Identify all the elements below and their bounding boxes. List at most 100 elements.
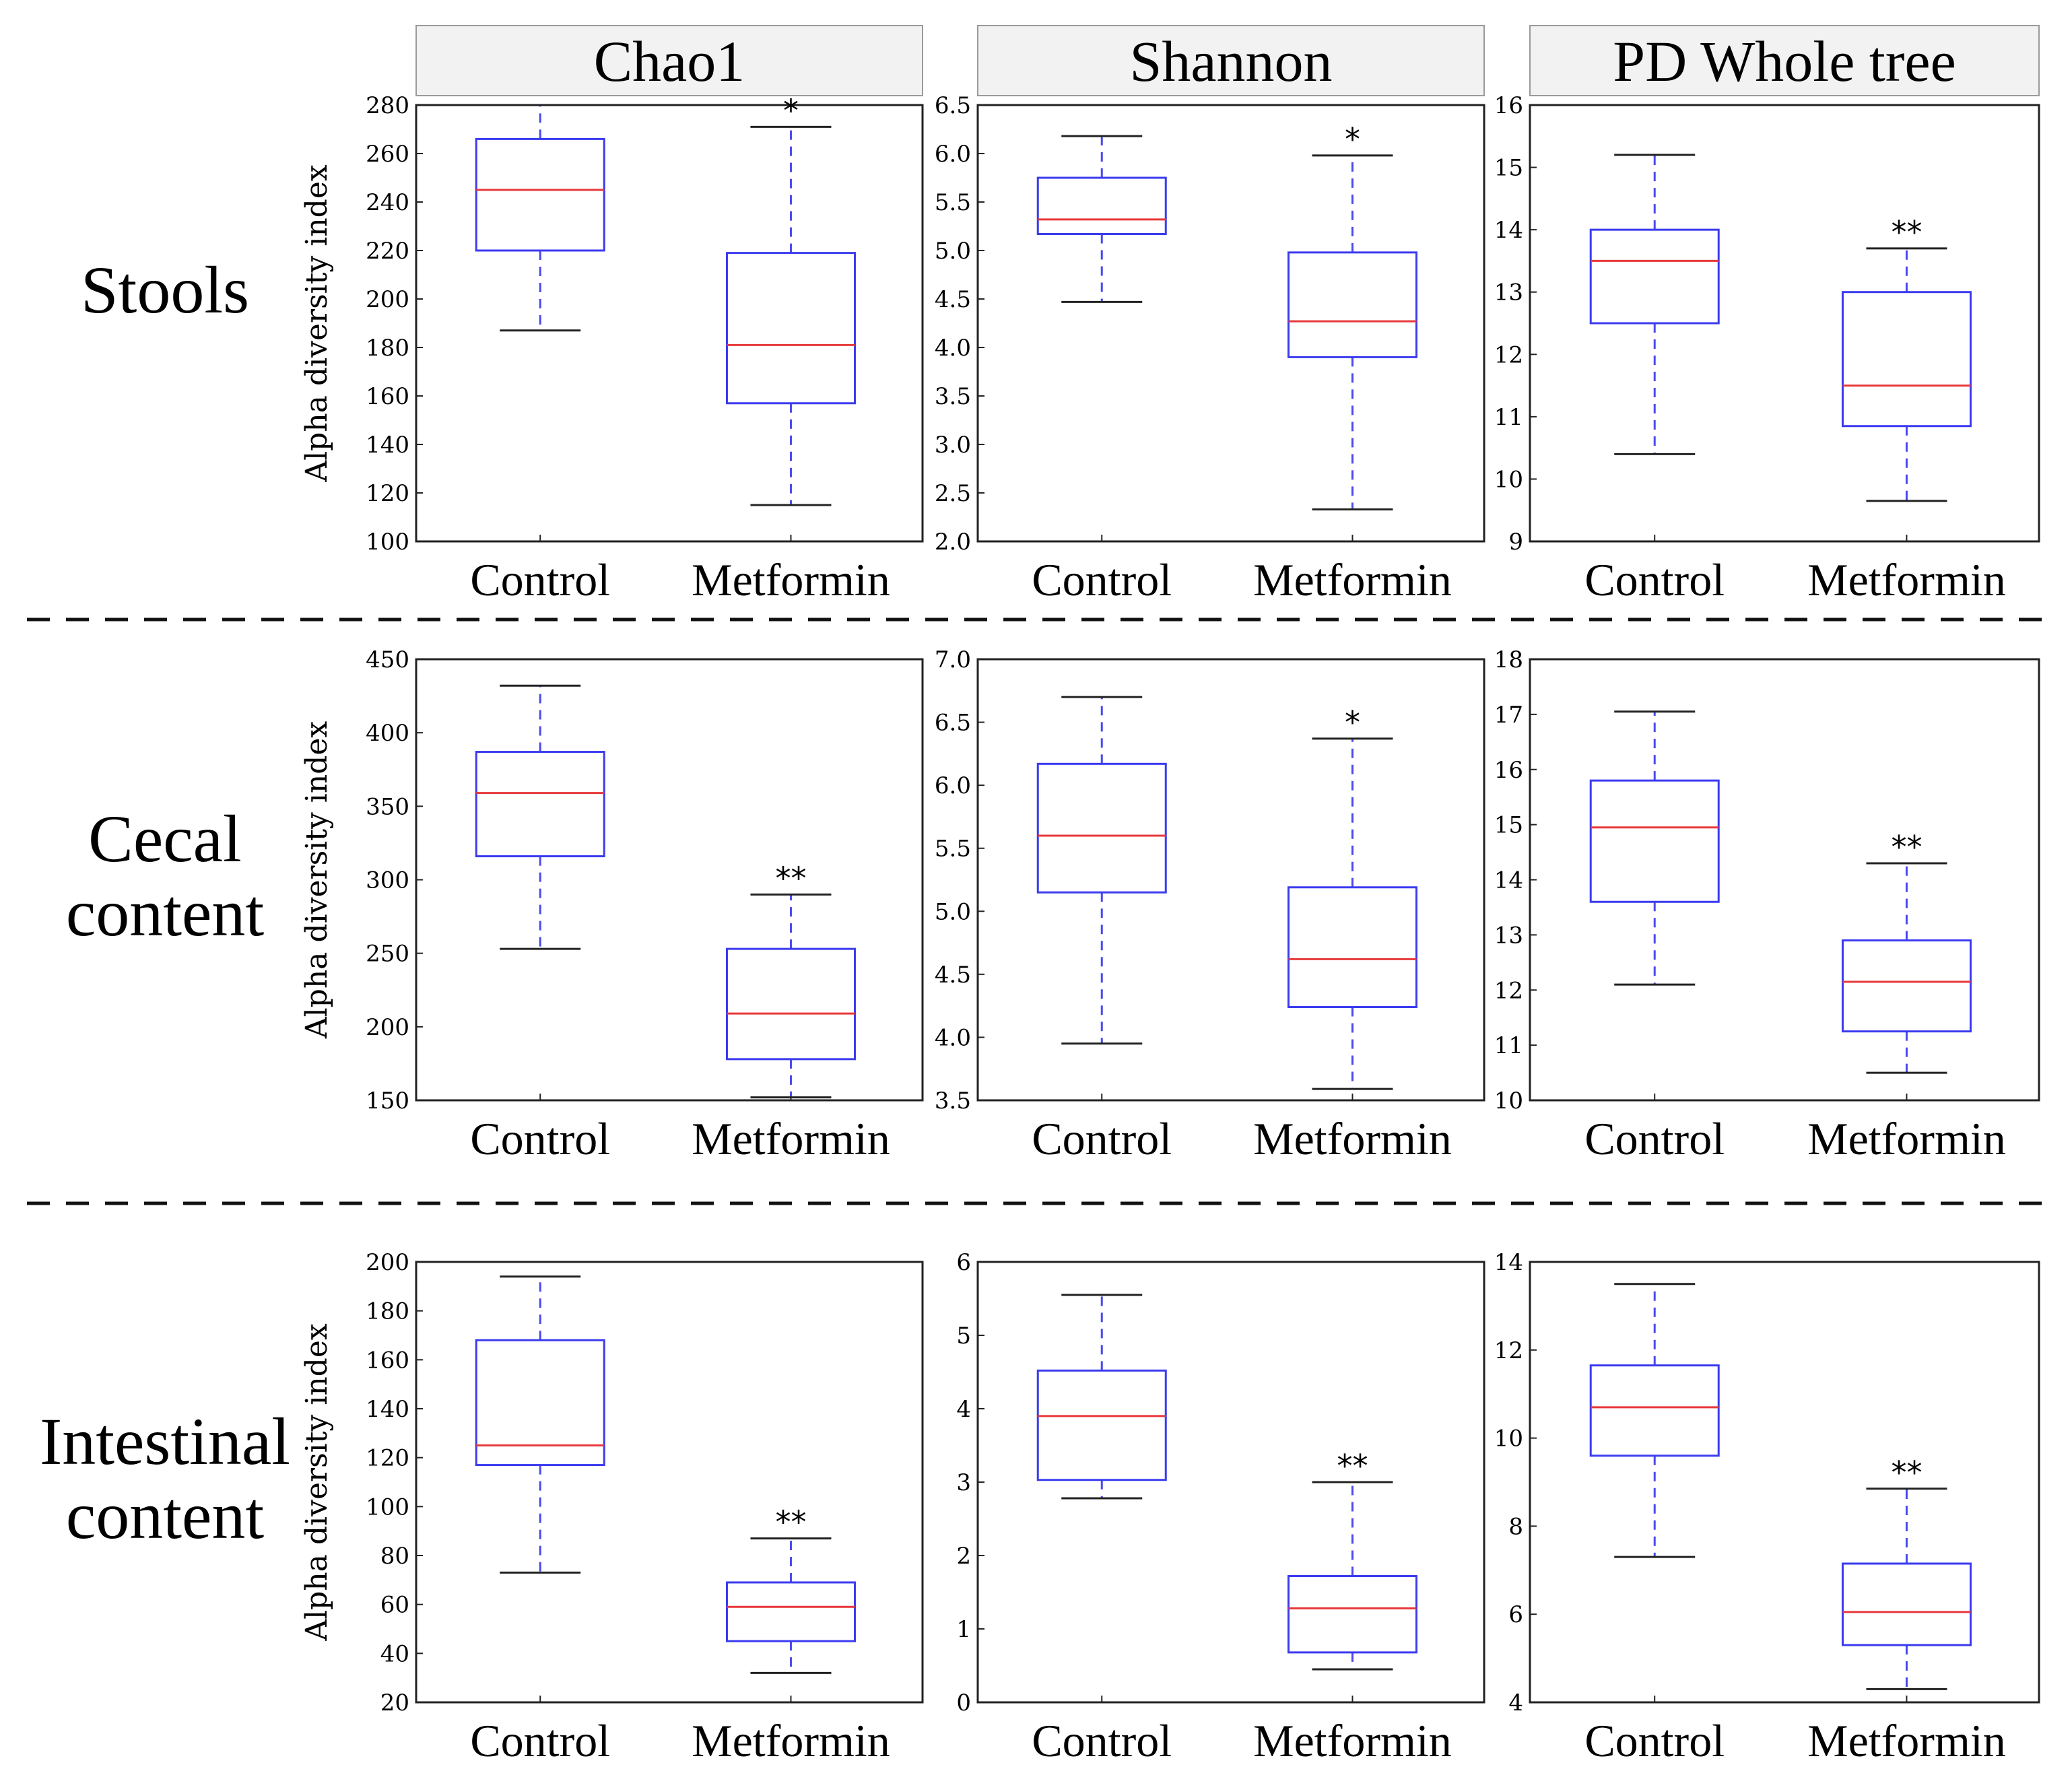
iqr-box — [1287, 251, 1417, 358]
plot-frame — [976, 1261, 1485, 1704]
y-tick-label: 200 — [366, 286, 409, 313]
y-tick-label: 3 — [956, 1469, 971, 1496]
box-plot-panel: 10 11 12 13 14 15 16 17 18 Control ** Metformin — [1494, 646, 2040, 1164]
y-tick-label: 13 — [1494, 922, 1523, 949]
y-tick-label: 60 — [380, 1592, 409, 1619]
iqr-box — [1036, 762, 1167, 894]
x-category-label: Control — [1032, 1715, 1172, 1766]
y-tick-label: 100 — [366, 1494, 409, 1521]
y-tick-label: 4.5 — [935, 286, 971, 313]
y-tick-label: 240 — [366, 189, 409, 216]
y-tick-label: 5 — [956, 1323, 971, 1349]
iqr-box — [1589, 228, 1720, 325]
iqr-box — [475, 1339, 605, 1467]
x-category-label: Control — [470, 554, 610, 605]
iqr-box — [1287, 1575, 1417, 1654]
plot-frame — [976, 104, 1485, 543]
y-tick-label: 14 — [1494, 867, 1523, 894]
significance-marker: * — [1345, 121, 1360, 158]
y-tick-label: 20 — [380, 1690, 409, 1716]
iqr-box — [1841, 1562, 1972, 1646]
y-tick-label: 15 — [1494, 155, 1523, 182]
plot-frame — [415, 658, 924, 1102]
box-metformin: ** Metformin — [1253, 1448, 1452, 1766]
significance-marker: ** — [775, 1504, 806, 1541]
y-tick-label: 16 — [1494, 92, 1523, 119]
header-box — [977, 25, 1485, 96]
y-tick-label: 1 — [956, 1616, 971, 1643]
x-category-label: Control — [1584, 1715, 1725, 1766]
x-category-label: Control — [1584, 554, 1725, 605]
y-tick-label: 7.0 — [935, 646, 971, 673]
plot-frame — [415, 104, 924, 543]
y-tick-label: 3.5 — [935, 1088, 971, 1114]
header-box — [1529, 25, 2040, 96]
header-title: Shannon — [1130, 29, 1333, 94]
y-tick-label: 0 — [956, 1690, 971, 1716]
y-tick-label: 6.0 — [935, 772, 971, 799]
box-control: Control — [470, 684, 610, 1164]
y-tick-label: 10 — [1494, 1088, 1523, 1114]
box-plot-panel: 100 120 140 160 180 200 220 240 260 280 Alpha dive… — [300, 92, 924, 605]
y-tick-label: 160 — [366, 383, 409, 410]
y-tick-label: 13 — [1494, 279, 1523, 306]
y-tick-label: 220 — [366, 238, 409, 265]
header-title: PD Whole tree — [1613, 29, 1956, 94]
box-control: Control — [1584, 710, 1725, 1164]
y-tick-label: 280 — [366, 92, 409, 119]
y-tick-label: 5.5 — [935, 189, 971, 216]
significance-marker: ** — [1891, 829, 1922, 865]
box-control: Control — [1032, 135, 1172, 605]
box-plot-panel: 4 6 8 10 12 14 Control ** Metformin — [1494, 1249, 2040, 1766]
y-tick-label: 180 — [366, 335, 409, 362]
y-tick-label: 100 — [366, 529, 409, 556]
iqr-box — [475, 751, 605, 858]
x-category-label: Control — [1032, 1113, 1172, 1164]
y-tick-label: 4 — [1508, 1690, 1523, 1716]
x-category-label: Metformin — [1807, 1113, 2006, 1164]
y-tick-label: 6.5 — [935, 710, 971, 737]
y-tick-label: 250 — [366, 941, 409, 968]
box-plot-panel: 9 10 11 12 13 14 15 16 Control ** Metformin — [1494, 92, 2040, 605]
significance-marker: ** — [1891, 214, 1922, 250]
y-tick-label: 400 — [366, 720, 409, 747]
box-plot-panel: 0 1 2 3 4 5 6 Control ** Metformin — [956, 1249, 1485, 1766]
y-tick-label: 5.5 — [935, 836, 971, 863]
x-category-label: Control — [470, 1113, 610, 1164]
row-label: Stools — [81, 253, 249, 327]
y-tick-label: 12 — [1494, 1337, 1523, 1364]
y-tick-label: 160 — [366, 1347, 409, 1374]
significance-marker: ** — [1891, 1455, 1922, 1491]
y-tick-label: 150 — [366, 1088, 409, 1114]
y-tick-label: 17 — [1494, 702, 1523, 729]
y-tick-label: 11 — [1494, 404, 1523, 431]
y-tick-label: 14 — [1494, 1249, 1523, 1276]
iqr-box — [725, 1581, 856, 1642]
x-category-label: Metformin — [692, 1113, 890, 1164]
iqr-box — [1589, 1364, 1720, 1457]
y-tick-label: 260 — [366, 141, 409, 168]
plot-frame — [1529, 104, 2040, 543]
y-tick-label: 12 — [1494, 977, 1523, 1004]
box-control: Control — [470, 104, 610, 605]
y-tick-label: 40 — [380, 1640, 409, 1667]
box-metformin: * Metformin — [692, 92, 890, 605]
box-metformin: ** Metformin — [1807, 214, 2006, 605]
box-control: Control — [1032, 696, 1172, 1164]
row-label: content — [66, 875, 265, 950]
iqr-box — [725, 947, 856, 1061]
y-tick-label: 5.0 — [935, 238, 971, 265]
box-plot-panel: 20 40 60 80 100 120 140 160 180 200 Alpha diversit… — [300, 1249, 924, 1766]
y-tick-label: 11 — [1494, 1032, 1523, 1059]
y-tick-label: 450 — [366, 646, 409, 673]
y-tick-label: 200 — [366, 1014, 409, 1041]
row-label: Intestinal — [40, 1404, 290, 1479]
y-tick-label: 10 — [1494, 1426, 1523, 1452]
y-tick-label: 200 — [366, 1249, 409, 1276]
x-category-label: Metformin — [1253, 554, 1452, 605]
x-category-label: Control — [470, 1715, 610, 1766]
iqr-box — [1287, 886, 1417, 1009]
